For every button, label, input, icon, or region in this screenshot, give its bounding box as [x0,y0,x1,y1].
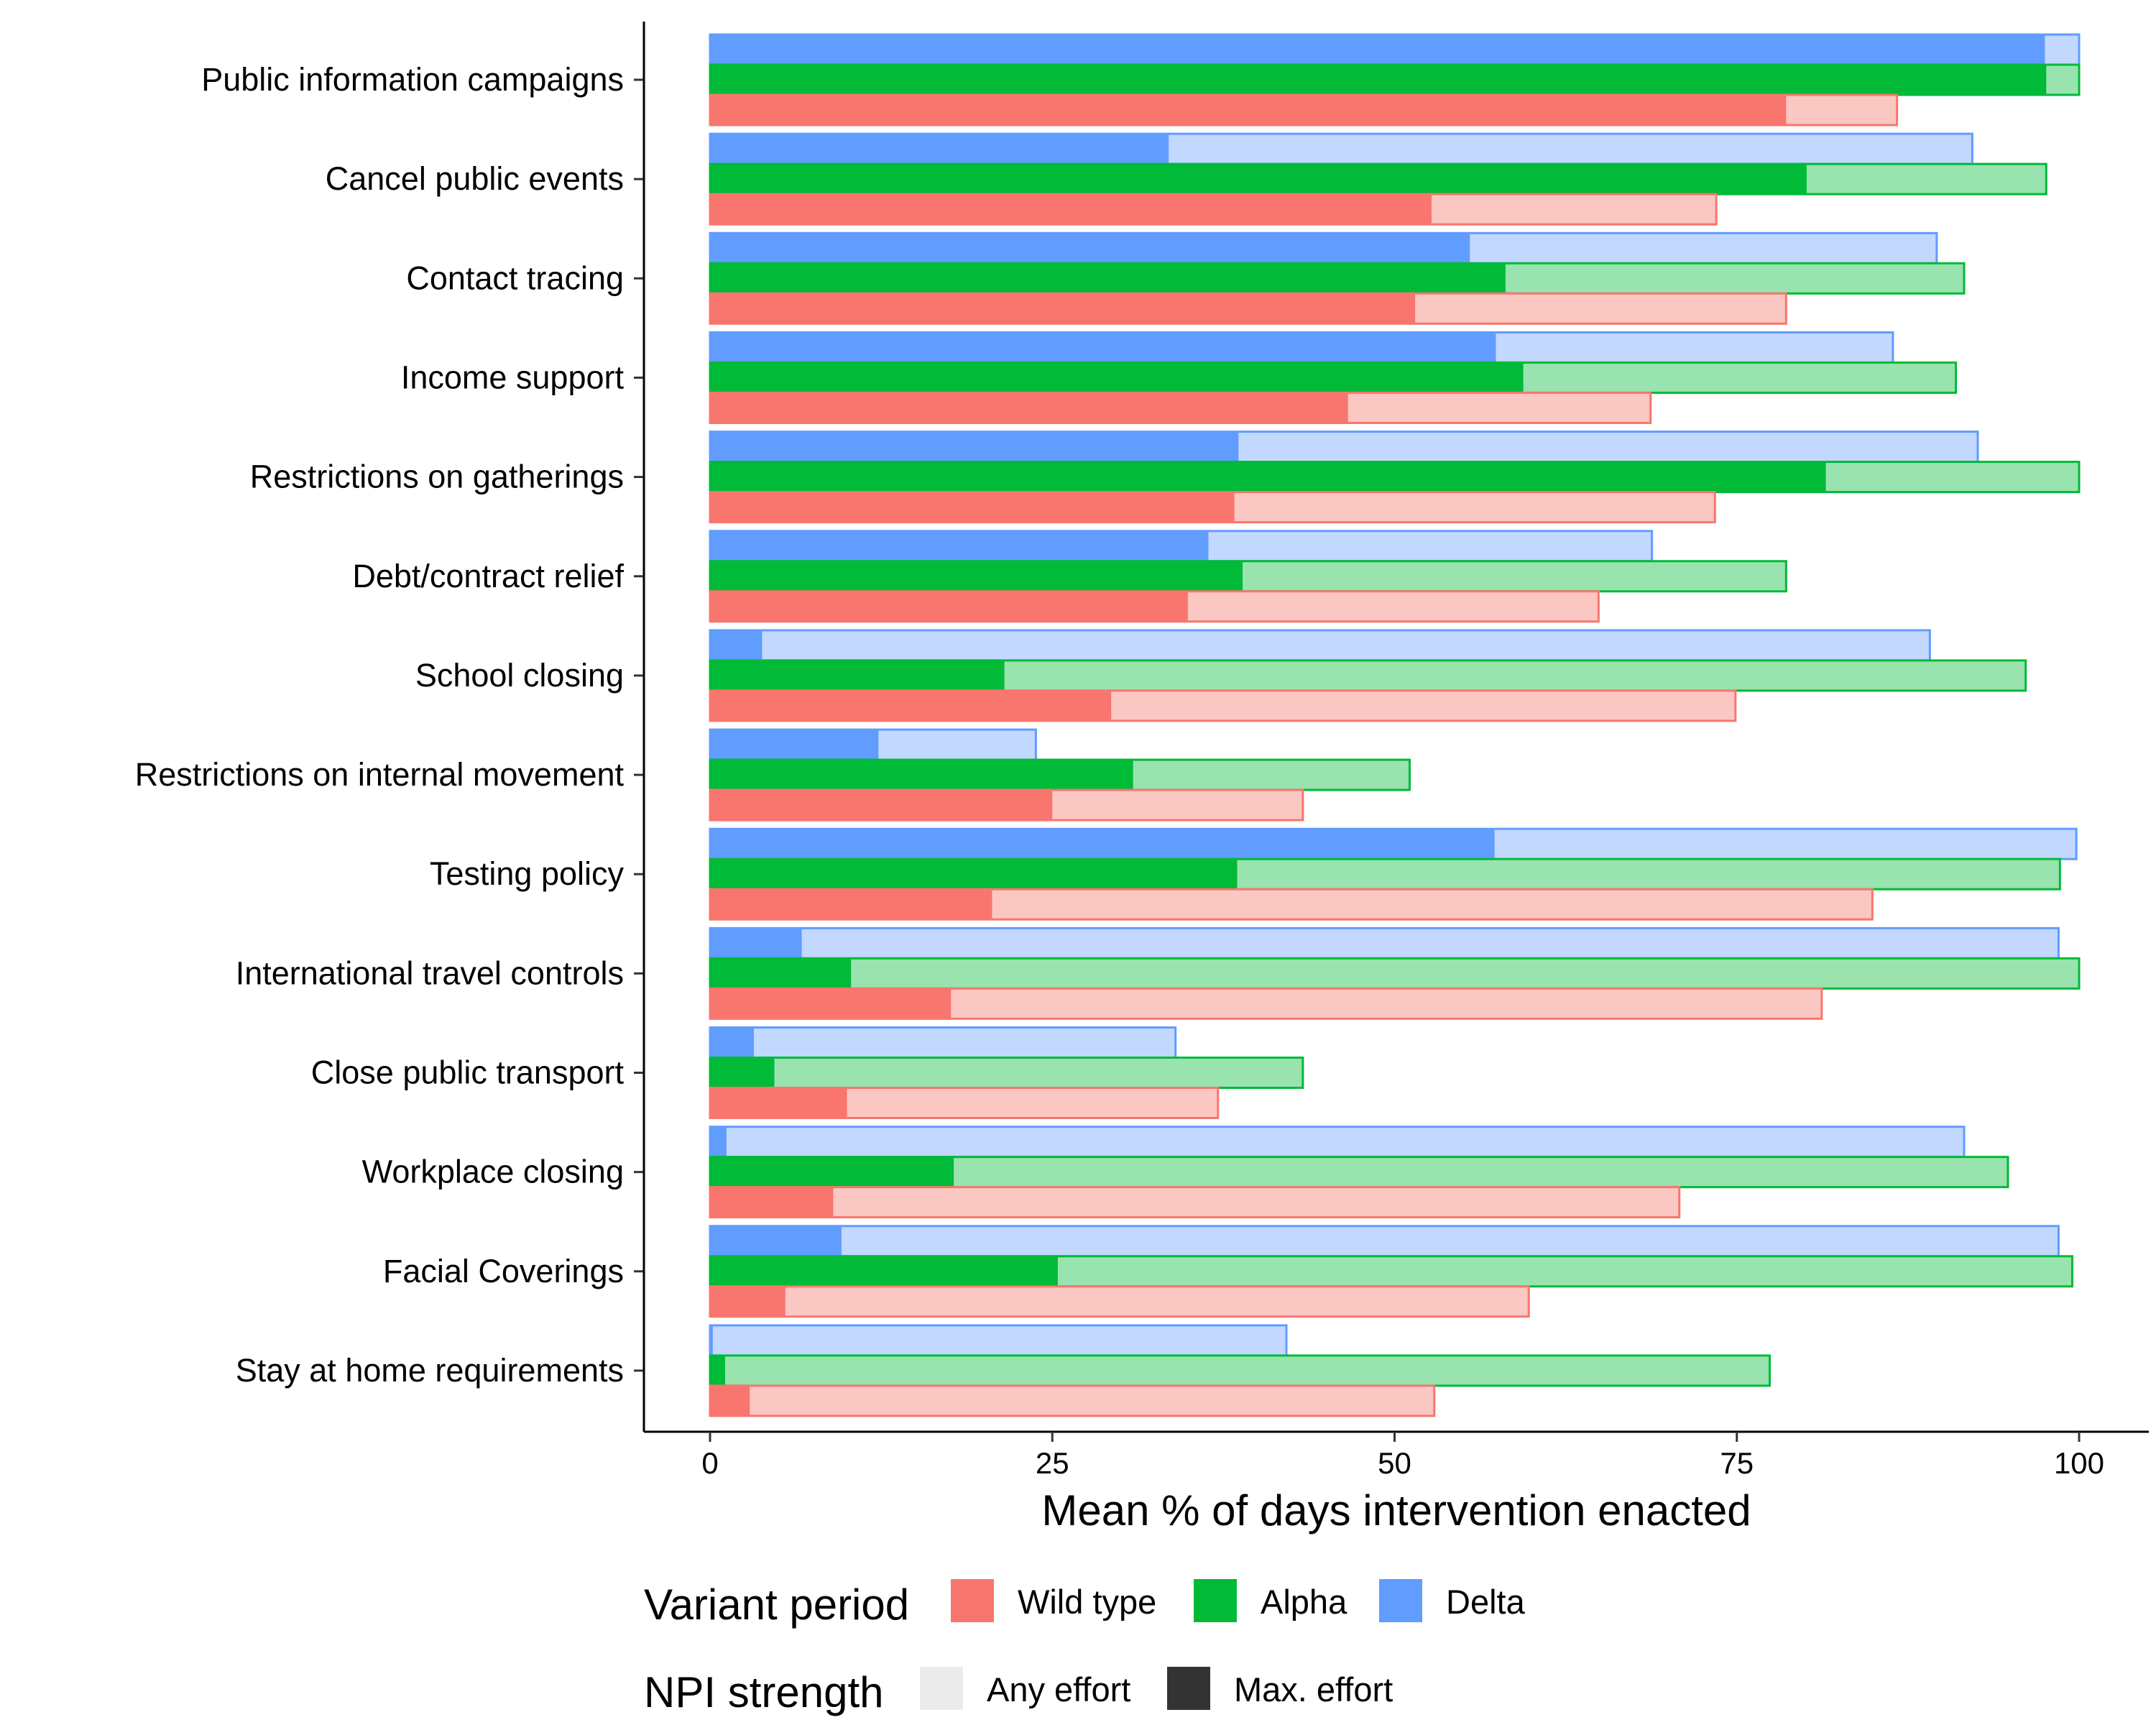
bar-max-effort-alpha [710,660,1005,691]
x-tick-label: 0 [701,1446,718,1480]
category-label: Cancel public events [326,160,624,197]
legend-strength-items: Any effort Max. effort [920,1667,1393,1710]
category-label: Restrictions on internal movement [135,756,625,793]
bar-max-effort-wild-type [710,889,992,920]
category-label: Testing policy [430,855,625,892]
x-tick-label: 100 [2054,1446,2104,1480]
x-tick-label: 50 [1378,1446,1411,1480]
bar-max-effort-delta [710,630,763,661]
bar-max-effort-alpha [710,65,2047,95]
bar-any-effort-delta [709,1026,1177,1059]
bar-max-effort-alpha [710,760,1133,791]
bar-any-effort-delta [709,1324,1288,1357]
bar-max-effort-delta [710,431,1239,462]
legend-label: Alpha [1261,1583,1348,1621]
bar-max-effort-alpha [710,561,1243,592]
bar-any-effort-delta [709,926,2060,960]
bar-max-effort-alpha [710,958,852,989]
category-label: Income support [401,359,625,395]
bar-any-effort-alpha [709,957,2081,990]
category-label: Restrictions on gatherings [250,459,624,495]
bar-max-effort-delta [710,829,1495,860]
category-label: Stay at home requirements [236,1352,624,1389]
category-label: Public information campaigns [201,61,624,98]
category-label: Facial Coverings [383,1253,624,1289]
legend: Variant period NPI strength Wild type Alp… [644,1579,1526,1716]
bar-max-effort-delta [710,1126,727,1157]
category-label: Contact tracing [406,259,624,296]
bar-max-effort-delta [710,1325,713,1356]
category-label: Close public transport [311,1054,625,1091]
bar-max-effort-alpha [710,164,1807,195]
bar-any-effort-delta [709,1225,2060,1258]
bar-max-effort-alpha [710,859,1238,890]
bar-max-effort-delta [710,928,802,959]
bar-max-effort-alpha [710,1156,954,1187]
category-label: Workplace closing [362,1154,624,1190]
bar-max-effort-delta [710,134,1169,165]
bar-max-effort-wild-type [710,392,1348,423]
bar-max-effort-wild-type [710,790,1053,821]
bar-any-effort-alpha [709,1057,1304,1089]
legend-label: Wild type [1018,1583,1156,1621]
bar-max-effort-delta [710,332,1496,363]
bar-max-effort-delta [710,1027,754,1058]
bar-max-effort-delta [710,530,1209,561]
x-ticks: 0 25 50 75 100 [701,1432,2104,1480]
x-tick-label: 25 [1036,1446,1069,1480]
x-axis-title: Mean % of days intervention enacted [1041,1486,1751,1535]
bar-any-effort-delta [709,629,1931,662]
bar-any-effort-wild-type [709,1186,1681,1219]
category-label: Debt/contract relief [352,558,624,594]
bar-max-effort-alpha [710,1057,775,1088]
legend-label: Delta [1446,1583,1526,1621]
legend-key-alpha [1194,1579,1237,1622]
bar-max-effort-wild-type [710,1385,750,1416]
legend-variant-items: Wild type Alpha Delta [951,1579,1526,1622]
bars-layer [709,33,2081,1417]
bar-max-effort-wild-type [710,492,1235,523]
bar-max-effort-wild-type [710,194,1432,225]
legend-key-delta [1379,1579,1422,1622]
legend-title-strength: NPI strength [644,1668,884,1716]
legend-label: Max. effort [1234,1670,1393,1708]
bar-max-effort-alpha [710,362,1524,393]
category-label: School closing [415,657,624,694]
bar-any-effort-alpha [709,1354,1771,1387]
bar-max-effort-wild-type [710,1187,834,1218]
bar-max-effort-wild-type [710,293,1416,324]
bar-max-effort-wild-type [710,1286,786,1317]
bar-max-effort-wild-type [710,1087,847,1118]
bar-any-effort-wild-type [709,1384,1436,1417]
bar-max-effort-wild-type [710,690,1112,721]
bar-max-effort-alpha [710,1355,725,1386]
bar-max-effort-delta [710,34,2045,65]
bar-max-effort-delta [710,730,879,760]
bar-max-effort-wild-type [710,591,1188,622]
bar-any-effort-wild-type [709,1285,1530,1318]
legend-title-variant: Variant period [644,1581,909,1629]
bar-max-effort-alpha [710,263,1506,294]
legend-key-max-effort [1167,1667,1210,1710]
legend-key-any-effort [920,1667,963,1710]
bar-max-effort-wild-type [710,988,952,1019]
axes [642,22,2149,1433]
category-label: International travel controls [236,954,624,991]
bar-max-effort-delta [710,1225,842,1256]
legend-label: Any effort [987,1670,1130,1708]
bar-max-effort-delta [710,233,1470,264]
bar-max-effort-alpha [710,461,1826,492]
x-tick-label: 75 [1720,1446,1754,1480]
legend-key-wild-type [951,1579,994,1622]
category-labels: Public information campaigns Cancel publi… [135,61,644,1389]
bar-max-effort-wild-type [710,95,1787,125]
bar-any-effort-delta [709,1126,1966,1159]
bar-max-effort-alpha [710,1256,1058,1287]
